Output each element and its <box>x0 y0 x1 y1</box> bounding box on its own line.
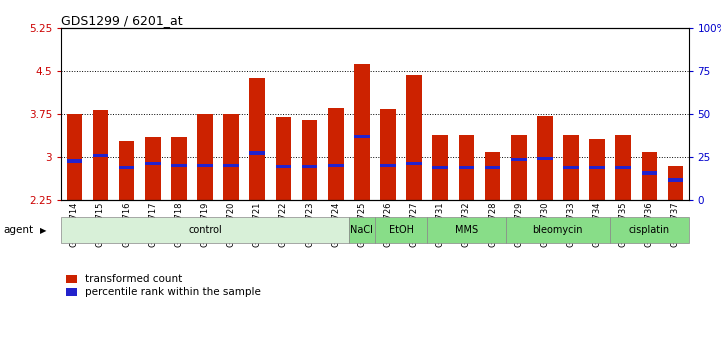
Bar <box>510 158 526 161</box>
Bar <box>537 116 553 200</box>
Bar <box>249 151 265 155</box>
Bar <box>433 166 448 169</box>
Bar <box>198 114 213 200</box>
Bar <box>354 64 370 200</box>
Bar <box>301 165 317 168</box>
FancyBboxPatch shape <box>349 217 375 243</box>
Bar <box>275 117 291 200</box>
Bar <box>301 120 317 200</box>
Text: agent: agent <box>4 226 34 235</box>
Bar <box>198 164 213 167</box>
Bar <box>380 164 396 167</box>
Bar <box>485 152 500 200</box>
Bar <box>92 154 108 157</box>
FancyBboxPatch shape <box>610 217 689 243</box>
Bar <box>642 152 658 200</box>
Text: bleomycin: bleomycin <box>533 225 583 235</box>
Bar <box>642 171 658 175</box>
Text: ▶: ▶ <box>40 226 46 235</box>
Bar <box>615 166 631 169</box>
Bar <box>92 110 108 200</box>
Bar <box>589 166 605 169</box>
Bar <box>171 137 187 200</box>
Bar <box>66 159 82 162</box>
Bar <box>224 114 239 200</box>
Bar <box>668 178 684 181</box>
Bar <box>563 166 579 169</box>
Bar <box>485 166 500 169</box>
Bar <box>145 162 161 166</box>
Text: control: control <box>188 225 222 235</box>
Bar <box>275 165 291 168</box>
Bar <box>563 135 579 200</box>
Text: MMS: MMS <box>455 225 478 235</box>
Bar <box>354 135 370 138</box>
Bar <box>615 135 631 200</box>
Bar <box>537 157 553 160</box>
Bar <box>249 78 265 200</box>
Bar <box>459 166 474 169</box>
FancyBboxPatch shape <box>61 217 349 243</box>
Bar <box>145 137 161 200</box>
FancyBboxPatch shape <box>427 217 505 243</box>
Bar <box>328 108 343 200</box>
Bar <box>407 75 422 200</box>
Legend: transformed count, percentile rank within the sample: transformed count, percentile rank withi… <box>66 274 261 297</box>
Text: NaCl: NaCl <box>350 225 373 235</box>
Bar <box>66 114 82 200</box>
Bar <box>510 135 526 200</box>
Bar <box>459 135 474 200</box>
Bar <box>668 166 684 200</box>
Bar <box>328 164 343 167</box>
Bar <box>589 139 605 200</box>
Bar <box>119 166 134 169</box>
Bar <box>171 164 187 167</box>
Bar <box>407 162 422 166</box>
Text: EtOH: EtOH <box>389 225 414 235</box>
Text: GDS1299 / 6201_at: GDS1299 / 6201_at <box>61 14 183 27</box>
Bar <box>119 141 134 200</box>
Bar <box>433 135 448 200</box>
Bar <box>380 109 396 200</box>
FancyBboxPatch shape <box>505 217 610 243</box>
Bar <box>224 164 239 167</box>
FancyBboxPatch shape <box>375 217 427 243</box>
Text: cisplatin: cisplatin <box>629 225 670 235</box>
